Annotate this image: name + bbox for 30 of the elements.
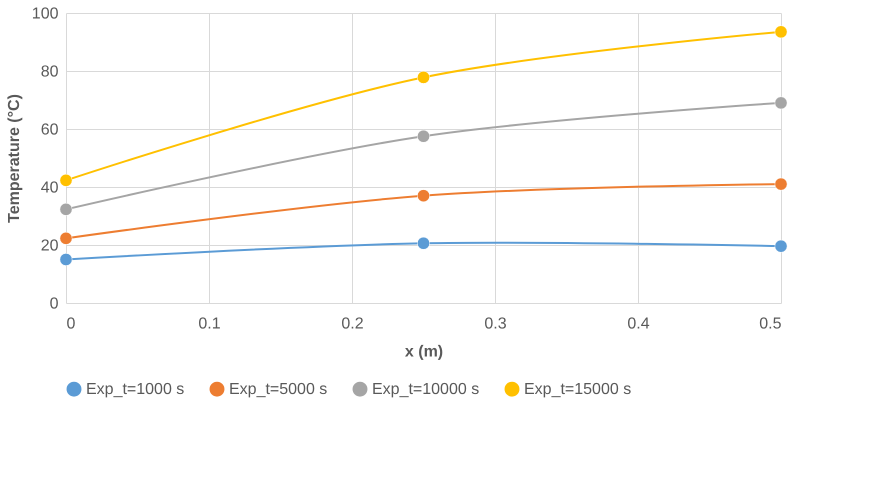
x-tick-label: 0.4 <box>627 316 650 332</box>
point <box>774 25 788 38</box>
y-tick-label: 80 <box>40 64 59 80</box>
point <box>60 202 72 216</box>
x-tick-label: 0.1 <box>198 316 221 332</box>
y-axis-title: Temperature (°C) <box>6 94 23 223</box>
point <box>774 178 788 190</box>
y-tick-label: 40 <box>40 180 59 196</box>
x-axis-title: x (m) <box>404 344 444 360</box>
y-tick-label: 60 <box>40 122 59 138</box>
legend-label: Exp_t=15000 s <box>524 381 632 398</box>
point <box>417 130 430 143</box>
point <box>417 189 430 202</box>
legend-label: Exp_t=10000 s <box>372 381 480 398</box>
point <box>417 236 430 250</box>
y-tick-label: 100 <box>32 6 59 22</box>
y-tick-label: 20 <box>40 238 59 254</box>
point <box>60 253 72 266</box>
x-tick-label: 0.2 <box>341 316 364 332</box>
x-tick-label: 0.3 <box>484 316 507 332</box>
legend-label: Exp_t=5000 s <box>229 381 328 398</box>
point <box>774 240 788 253</box>
point <box>60 232 72 245</box>
x-tick-label: 0.5 <box>759 316 782 332</box>
point <box>417 71 430 84</box>
point <box>774 96 788 110</box>
legend-label: Exp_t=1000 s <box>86 381 184 398</box>
x-tick-label: 0 <box>66 316 76 332</box>
y-tick-label: 0 <box>50 296 59 312</box>
point <box>60 174 72 187</box>
